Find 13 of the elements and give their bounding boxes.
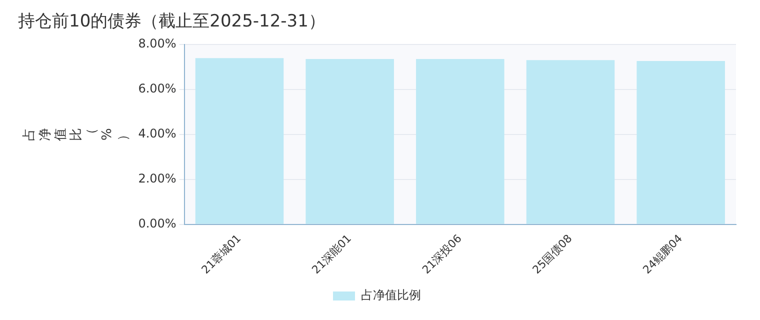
y-tick-label: 4.00% — [138, 126, 176, 140]
x-tick-label: 25国债08 — [530, 232, 575, 276]
y-tick-label: 8.00% — [138, 36, 176, 51]
y-tick-label: 6.00% — [138, 82, 176, 96]
y-tick-label: 0.00% — [138, 216, 176, 230]
legend-label: 占净值比例 — [361, 288, 421, 302]
x-tick-label: 21蓉城01 — [199, 232, 244, 276]
chart-title: 持仓前10的债券（截止至2025-12-31） — [18, 12, 326, 32]
x-tick-label: 21深能01 — [309, 232, 354, 276]
y-axis-title: 占净值比（%） — [22, 128, 131, 141]
x-tick-label: 21深投06 — [420, 232, 464, 276]
x-tick-label: 24鲲鹏04 — [640, 232, 685, 276]
y-tick-label: 2.00% — [138, 171, 176, 186]
